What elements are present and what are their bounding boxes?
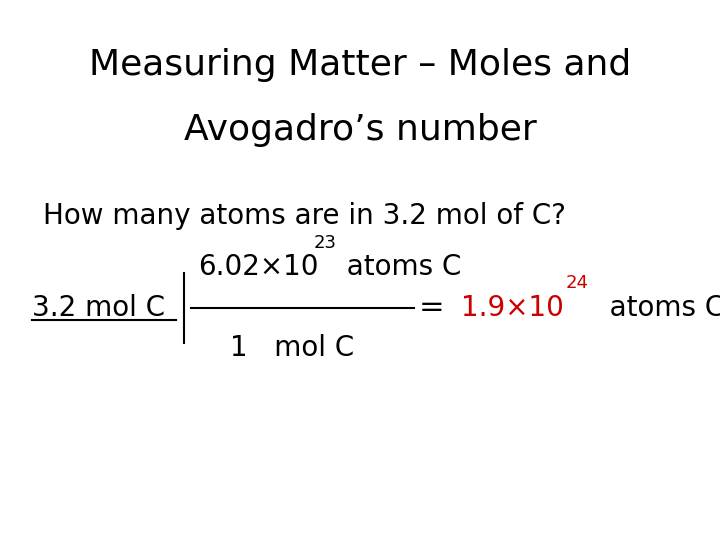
Text: 3.2 mol C: 3.2 mol C xyxy=(32,294,166,322)
Text: Measuring Matter – Moles and: Measuring Matter – Moles and xyxy=(89,48,631,82)
Text: Avogadro’s number: Avogadro’s number xyxy=(184,113,536,146)
Text: atoms C: atoms C xyxy=(583,294,720,322)
Text: atoms C: atoms C xyxy=(329,253,462,281)
Text: 1   mol C: 1 mol C xyxy=(230,334,355,362)
Text: 24: 24 xyxy=(565,274,588,293)
Text: 23: 23 xyxy=(313,234,336,252)
Text: 1.9×10: 1.9×10 xyxy=(461,294,564,322)
Text: =: = xyxy=(419,293,445,322)
Text: How many atoms are in 3.2 mol of C?: How many atoms are in 3.2 mol of C? xyxy=(43,202,566,230)
Text: 6.02×10: 6.02×10 xyxy=(198,253,318,281)
